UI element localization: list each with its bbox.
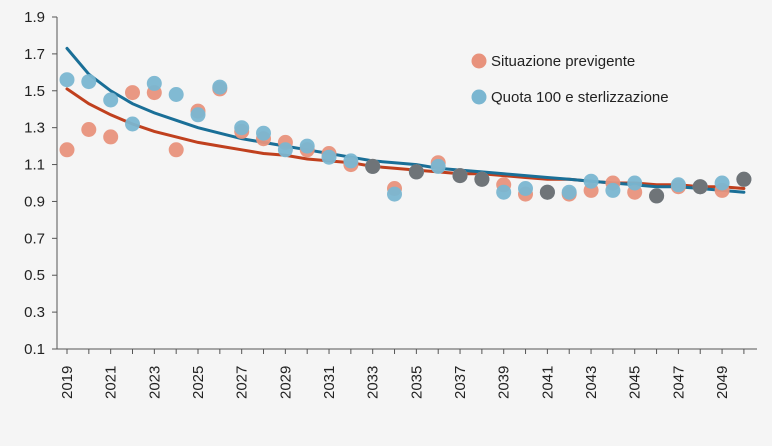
- data-point-overlap: [365, 158, 381, 174]
- data-point-series-2: [321, 149, 337, 165]
- data-point-overlap: [452, 168, 468, 184]
- y-tick-label: 0.1: [24, 341, 45, 358]
- data-point-series-1: [168, 142, 184, 158]
- x-tick-label: 2035: [408, 366, 425, 399]
- data-point-series-2: [59, 72, 75, 88]
- data-point-series-2: [212, 79, 228, 95]
- data-point-series-2: [714, 175, 730, 191]
- x-tick-label: 2025: [190, 366, 207, 399]
- data-point-overlap: [408, 164, 424, 180]
- x-tick-label: 2047: [670, 366, 687, 399]
- x-tick-label: 2031: [321, 366, 338, 399]
- data-point-overlap: [649, 188, 665, 204]
- data-point-overlap: [736, 171, 752, 187]
- data-point-series-2: [234, 120, 250, 136]
- x-tick-label: 2029: [277, 366, 294, 399]
- y-tick-label: 1.7: [24, 46, 45, 63]
- data-point-overlap: [474, 171, 490, 187]
- data-point-series-2: [190, 107, 206, 123]
- legend-marker-2: [471, 89, 487, 105]
- data-point-series-2: [168, 87, 184, 102]
- x-tick-label: 2027: [234, 366, 251, 399]
- data-point-series-2: [496, 184, 512, 200]
- y-tick-label: 0.5: [24, 267, 45, 284]
- data-point-series-2: [103, 92, 119, 108]
- legend-marker-1: [471, 53, 487, 69]
- data-point-series-2: [561, 184, 577, 200]
- x-tick-label: 2033: [365, 366, 382, 399]
- data-point-series-1: [103, 129, 119, 145]
- y-tick-label: 0.7: [24, 230, 45, 247]
- data-point-series-2: [670, 177, 686, 193]
- y-tick-label: 1.1: [24, 157, 45, 174]
- x-tick-label: 2045: [627, 366, 644, 399]
- x-tick-label: 2021: [103, 366, 120, 399]
- data-point-series-2: [81, 74, 97, 90]
- data-point-series-2: [518, 181, 533, 196]
- data-point-series-2: [146, 75, 162, 91]
- x-tick-label: 2049: [714, 366, 731, 399]
- data-point-series-1: [125, 85, 140, 101]
- y-tick-label: 0.3: [24, 304, 45, 321]
- x-tick-label: 2023: [146, 366, 163, 399]
- legend-label-2: Quota 100 e sterlizzazione: [491, 89, 669, 106]
- data-point-series-2: [256, 125, 271, 141]
- x-tick-label: 2019: [59, 366, 76, 399]
- data-point-series-2: [125, 116, 140, 132]
- data-point-series-2: [430, 158, 446, 174]
- data-point-series-2: [605, 182, 621, 198]
- data-point-series-2: [343, 153, 359, 169]
- y-tick-label: 1.5: [24, 83, 45, 100]
- data-point-series-1: [59, 142, 75, 158]
- data-point-series-1: [81, 122, 97, 137]
- x-tick-label: 2039: [496, 366, 513, 399]
- x-tick-label: 2037: [452, 366, 469, 399]
- data-point-series-2: [387, 186, 402, 202]
- y-tick-label: 1.3: [24, 120, 45, 137]
- y-tick-label: 0.9: [24, 193, 45, 210]
- data-point-series-2: [583, 173, 599, 189]
- y-tick-label: 1.9: [24, 9, 45, 26]
- legend-label-1: Situazione previgente: [491, 53, 635, 70]
- x-tick-label: 2041: [539, 366, 556, 399]
- x-tick-label: 2043: [583, 366, 600, 399]
- data-point-series-2: [277, 142, 293, 158]
- data-point-overlap: [539, 184, 555, 200]
- data-point-overlap: [692, 179, 708, 195]
- data-point-series-2: [627, 175, 643, 191]
- data-point-series-2: [299, 138, 315, 154]
